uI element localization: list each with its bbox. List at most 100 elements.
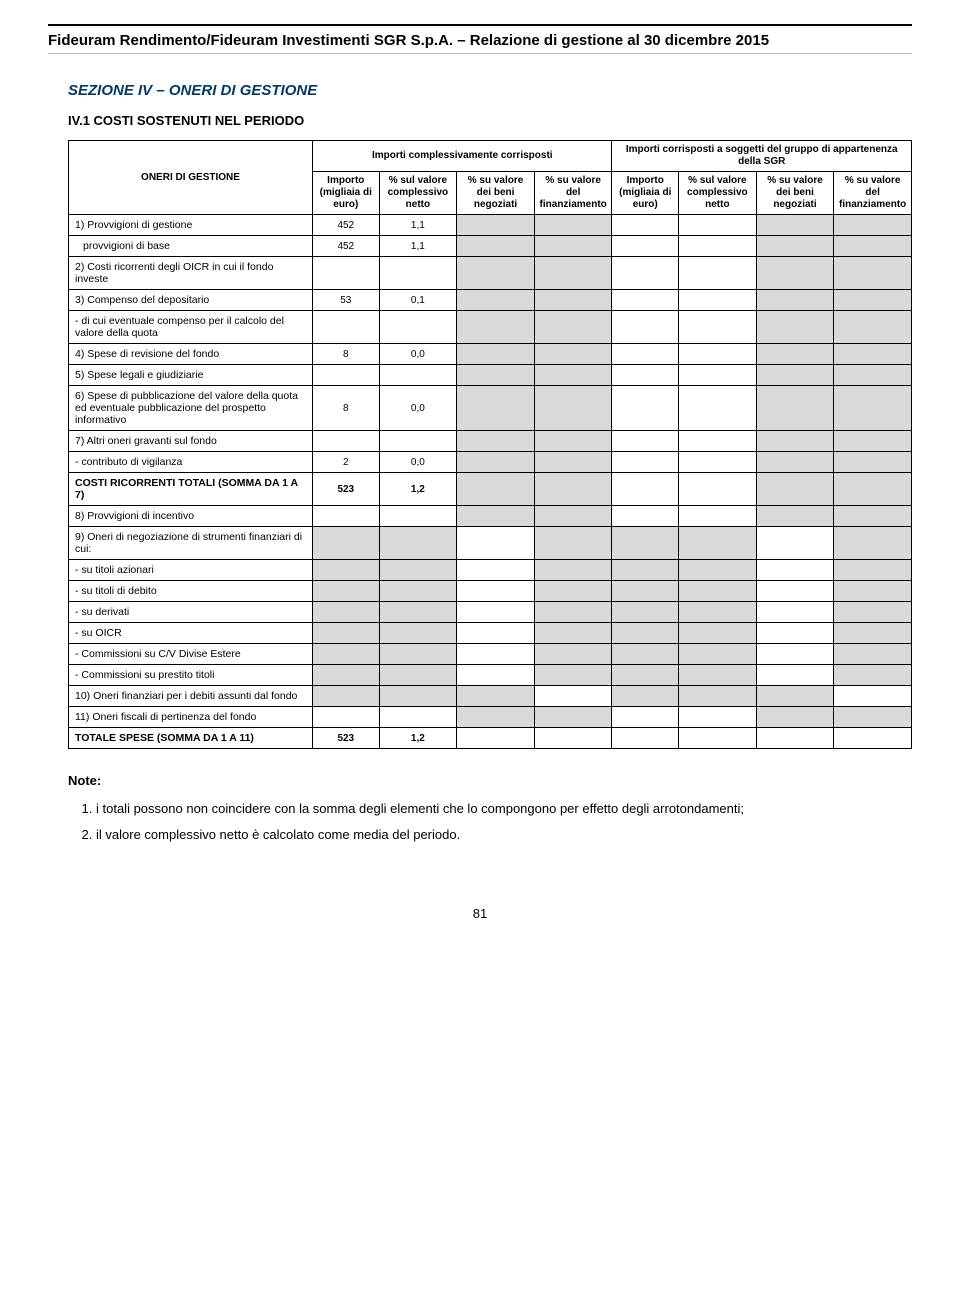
row-value: [313, 506, 380, 527]
row-value: [313, 644, 380, 665]
row-value: [834, 560, 912, 581]
row-value: [612, 236, 679, 257]
row-value: [756, 365, 834, 386]
row-label: 9) Oneri di negoziazione di strumenti fi…: [69, 527, 313, 560]
row-value: [534, 560, 612, 581]
col-header: % su valore dei beni negoziati: [457, 172, 535, 215]
row-value: [534, 527, 612, 560]
row-value: [457, 473, 535, 506]
table-row: 10) Oneri finanziari per i debiti assunt…: [69, 686, 912, 707]
row-value: [834, 365, 912, 386]
row-value: [612, 707, 679, 728]
table-row: 2) Costi ricorrenti degli OICR in cui il…: [69, 257, 912, 290]
table-row: TOTALE SPESE (SOMMA DA 1 A 11)5231,2: [69, 728, 912, 749]
row-value: [457, 728, 535, 749]
row-label: 11) Oneri fiscali di pertinenza del fond…: [69, 707, 313, 728]
row-label: - Commissioni su prestito titoli: [69, 665, 313, 686]
table-row: 9) Oneri di negoziazione di strumenti fi…: [69, 527, 912, 560]
row-label: - Commissioni su C/V Divise Estere: [69, 644, 313, 665]
row-value: 1,1: [379, 215, 457, 236]
row-label: COSTI RICORRENTI TOTALI (SOMMA DA 1 A 7): [69, 473, 313, 506]
subsection-title: IV.1 COSTI SOSTENUTI NEL PERIODO: [48, 113, 912, 128]
col-header: Importo (migliaia di euro): [612, 172, 679, 215]
row-value: [534, 506, 612, 527]
row-value: [756, 290, 834, 311]
table-row: 6) Spese di pubblicazione del valore del…: [69, 386, 912, 431]
row-value: [534, 311, 612, 344]
table-row: COSTI RICORRENTI TOTALI (SOMMA DA 1 A 7)…: [69, 473, 912, 506]
row-label: - su derivati: [69, 602, 313, 623]
document-page: Fideuram Rendimento/Fideuram Investiment…: [0, 0, 960, 941]
row-value: 452: [313, 215, 380, 236]
row-value: [612, 644, 679, 665]
row-value: [379, 623, 457, 644]
row-value: [457, 215, 535, 236]
row-value: [534, 386, 612, 431]
table-row: 11) Oneri fiscali di pertinenza del fond…: [69, 707, 912, 728]
row-value: [534, 452, 612, 473]
costs-table: ONERI DI GESTIONE Importi complessivamen…: [68, 140, 912, 749]
row-value: [534, 431, 612, 452]
row-value: [457, 431, 535, 452]
row-value: [612, 560, 679, 581]
row-value: [612, 623, 679, 644]
row-value: [457, 257, 535, 290]
note-item: i totali possono non coincidere con la s…: [96, 798, 912, 820]
row-value: 0,1: [379, 290, 457, 311]
row-value: [534, 236, 612, 257]
row-value: [534, 473, 612, 506]
table-row: - su titoli azionari: [69, 560, 912, 581]
row-value: [534, 623, 612, 644]
row-value: [313, 581, 380, 602]
row-value: [534, 665, 612, 686]
row-value: [679, 431, 757, 452]
row-value: [379, 665, 457, 686]
row-value: [313, 311, 380, 344]
row-value: [679, 290, 757, 311]
col-header: % sul valore complessivo netto: [379, 172, 457, 215]
row-value: [379, 431, 457, 452]
group1-header: Importi complessivamente corrisposti: [313, 141, 612, 172]
row-value: [457, 686, 535, 707]
row-value: 1,2: [379, 473, 457, 506]
row-value: [679, 602, 757, 623]
row-value: [612, 506, 679, 527]
row-value: [756, 665, 834, 686]
row-value: [534, 707, 612, 728]
row-value: [834, 473, 912, 506]
row-value: [457, 527, 535, 560]
row-label: 3) Compenso del depositario: [69, 290, 313, 311]
row-value: 0,0: [379, 386, 457, 431]
row-value: [756, 452, 834, 473]
row-value: [612, 602, 679, 623]
section-title: SEZIONE IV – ONERI DI GESTIONE: [48, 82, 912, 99]
row-value: [679, 686, 757, 707]
row-value: [834, 311, 912, 344]
table-row: 3) Compenso del depositario530,1: [69, 290, 912, 311]
row-value: [313, 560, 380, 581]
row-value: [313, 623, 380, 644]
row-value: [457, 581, 535, 602]
row-value: [379, 560, 457, 581]
row-value: [379, 257, 457, 290]
row-value: 1,1: [379, 236, 457, 257]
notes-list: i totali possono non coincidere con la s…: [68, 798, 912, 846]
row-value: [313, 257, 380, 290]
row-value: 452: [313, 236, 380, 257]
row-label: - su titoli azionari: [69, 560, 313, 581]
row-label: - contributo di vigilanza: [69, 452, 313, 473]
col-header: % su valore del finanziamento: [534, 172, 612, 215]
row-value: [612, 581, 679, 602]
table-row: - su derivati: [69, 602, 912, 623]
row-value: [679, 560, 757, 581]
row-value: [834, 707, 912, 728]
row-value: [612, 728, 679, 749]
row-value: [679, 365, 757, 386]
row-value: [313, 707, 380, 728]
row-label: 2) Costi ricorrenti degli OICR in cui il…: [69, 257, 313, 290]
row-value: [756, 560, 834, 581]
row-value: [612, 344, 679, 365]
row-value: [534, 365, 612, 386]
row-label: 4) Spese di revisione del fondo: [69, 344, 313, 365]
row-value: 0,0: [379, 452, 457, 473]
